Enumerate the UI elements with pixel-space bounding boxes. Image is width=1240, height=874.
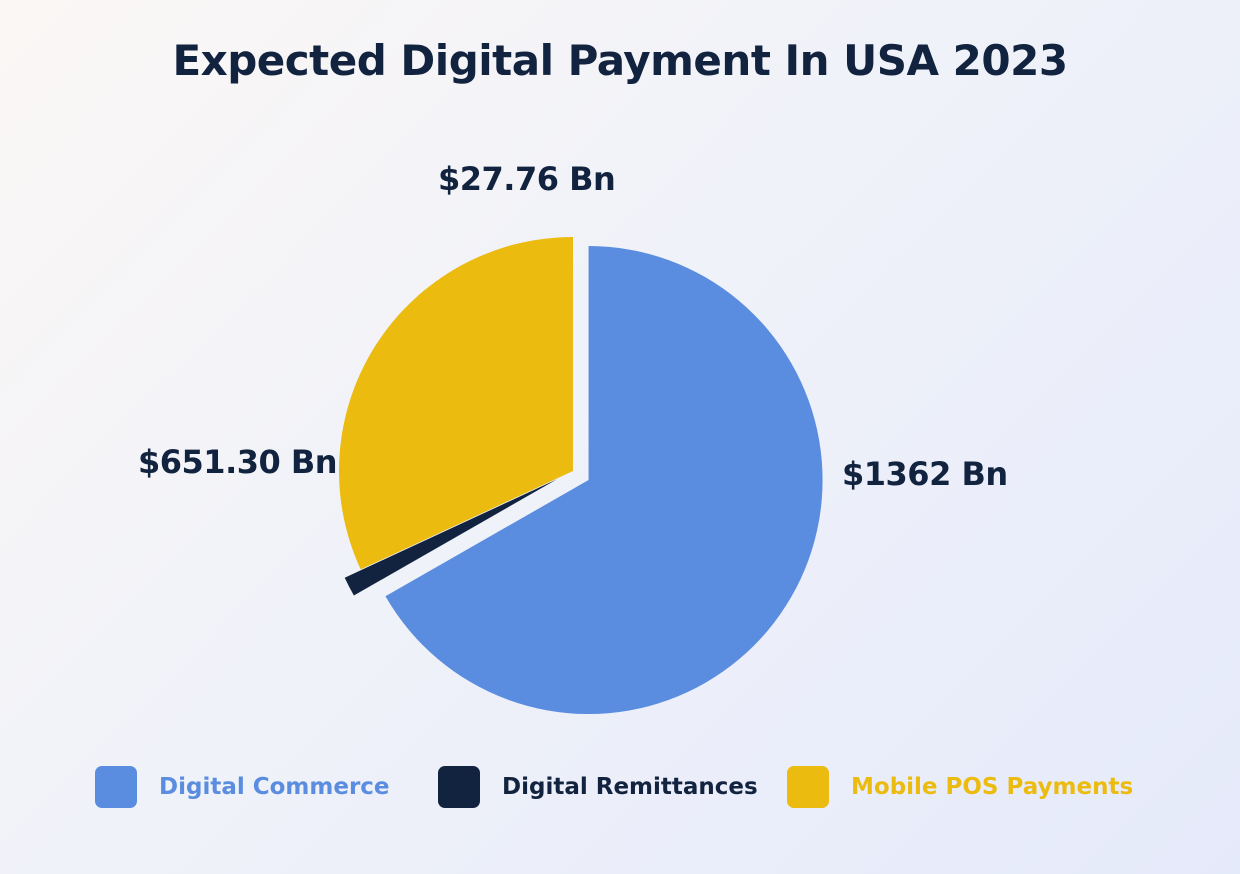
legend-item-digital-commerce: Digital Commerce [95, 765, 390, 809]
legend-swatch-digital-remittances [438, 766, 480, 808]
legend-item-digital-remittances: Digital Remittances [438, 765, 758, 809]
pie-slice-digital-commerce [385, 246, 823, 715]
chart-title: Expected Digital Payment In USA 2023 [172, 36, 1068, 85]
chart-legend: Digital Commerce Digital Remittances Mob… [0, 765, 1240, 809]
data-label-digital-remittances: $27.76 Bn [438, 160, 616, 198]
data-label-mobile-pos-payments: $651.30 Bn [138, 443, 338, 481]
data-label-digital-commerce: $1362 Bn [842, 455, 1008, 493]
legend-label-digital-remittances: Digital Remittances [502, 774, 758, 800]
legend-swatch-digital-commerce [95, 766, 137, 808]
legend-label-digital-commerce: Digital Commerce [159, 774, 390, 800]
pie-slice-digital-remittances [344, 479, 558, 596]
legend-item-mobile-pos-payments: Mobile POS Payments [787, 765, 1133, 809]
legend-label-mobile-pos-payments: Mobile POS Payments [851, 774, 1134, 800]
legend-swatch-mobile-pos-payments [787, 766, 829, 808]
pie-slice-mobile-pos-payments [339, 237, 573, 570]
